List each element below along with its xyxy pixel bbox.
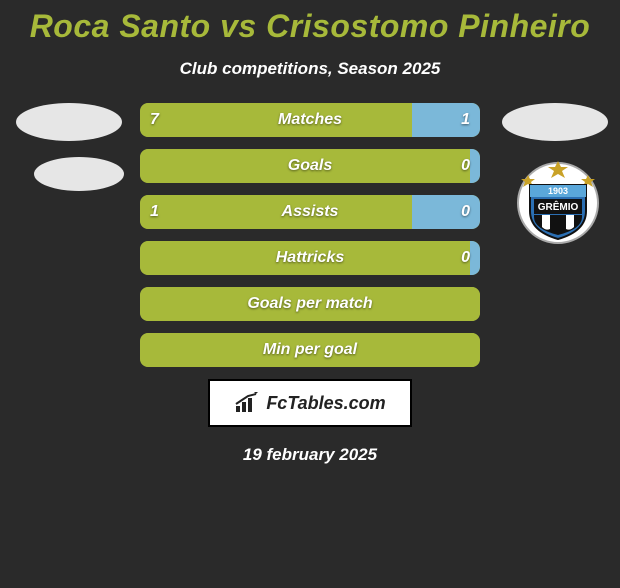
fctables-logo-icon <box>234 392 260 414</box>
stat-row: 7 1 Matches <box>140 103 480 137</box>
stat-row: 1 0 Assists <box>140 195 480 229</box>
subtitle: Club competitions, Season 2025 <box>10 59 610 79</box>
brand-text: FcTables.com <box>266 393 385 414</box>
chart-area: 1903 GRÊMIO 7 1 Matches 0 Goals 1 0 Assists 0 Hat… <box>10 103 610 367</box>
stat-label: Goals <box>288 157 332 175</box>
stat-row: Min per goal <box>140 333 480 367</box>
stat-label: Hattricks <box>276 249 344 267</box>
stat-value-left: 7 <box>150 111 159 129</box>
branding-box: FcTables.com <box>208 379 412 427</box>
stat-fill-player1 <box>140 195 412 229</box>
svg-text:1903: 1903 <box>548 186 568 196</box>
stat-value-right: 0 <box>461 203 470 221</box>
stat-value-left: 1 <box>150 203 159 221</box>
stat-label: Assists <box>282 203 339 221</box>
stat-fill-player2 <box>470 149 480 183</box>
date-text: 19 february 2025 <box>10 445 610 465</box>
player1-avatar-placeholder-2 <box>34 157 124 191</box>
stat-fill-player2 <box>470 241 480 275</box>
stat-value-right: 1 <box>461 111 470 129</box>
stat-label: Matches <box>278 111 342 129</box>
page-title: Roca Santo vs Crisostomo Pinheiro <box>10 8 610 45</box>
stat-fill-player1 <box>140 103 412 137</box>
club-badge-gremio: 1903 GRÊMIO <box>508 157 608 245</box>
svg-text:GRÊMIO: GRÊMIO <box>538 200 579 213</box>
stat-label: Min per goal <box>263 341 357 359</box>
stat-row: 0 Hattricks <box>140 241 480 275</box>
stat-value-right: 0 <box>461 157 470 175</box>
comparison-infographic: Roca Santo vs Crisostomo Pinheiro Club c… <box>0 8 620 465</box>
stat-label: Goals per match <box>247 295 372 313</box>
stat-value-right: 0 <box>461 249 470 267</box>
player2-avatar-placeholder <box>502 103 608 141</box>
stat-row: 0 Goals <box>140 149 480 183</box>
stat-rows: 7 1 Matches 0 Goals 1 0 Assists 0 Hattricks Goals … <box>140 103 480 367</box>
player1-avatar-placeholder-1 <box>16 103 122 141</box>
stat-row: Goals per match <box>140 287 480 321</box>
